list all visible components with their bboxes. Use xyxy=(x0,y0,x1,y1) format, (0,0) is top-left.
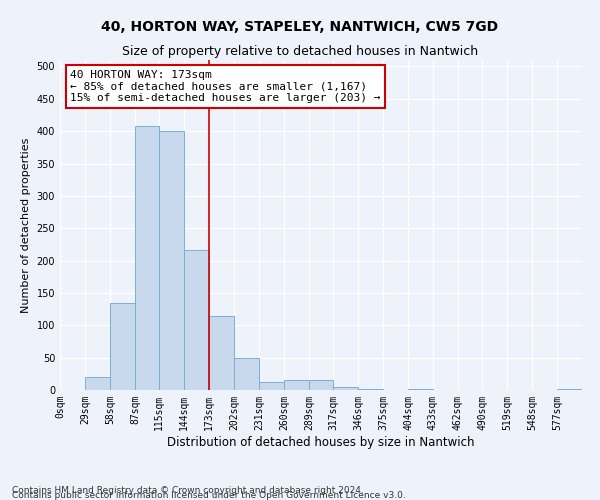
X-axis label: Distribution of detached houses by size in Nantwich: Distribution of detached houses by size … xyxy=(167,436,475,448)
Bar xyxy=(284,380,309,390)
Bar xyxy=(110,302,135,390)
Bar xyxy=(557,388,582,390)
Bar xyxy=(259,382,284,390)
Text: Size of property relative to detached houses in Nantwich: Size of property relative to detached ho… xyxy=(122,45,478,58)
Bar xyxy=(309,380,333,390)
Bar xyxy=(85,377,110,390)
Text: 40, HORTON WAY, STAPELEY, NANTWICH, CW5 7GD: 40, HORTON WAY, STAPELEY, NANTWICH, CW5 … xyxy=(101,20,499,34)
Bar xyxy=(234,358,259,390)
Y-axis label: Number of detached properties: Number of detached properties xyxy=(21,138,31,312)
Bar xyxy=(159,131,184,390)
Bar xyxy=(408,388,433,390)
Bar xyxy=(358,388,383,390)
Bar xyxy=(135,126,159,390)
Text: 40 HORTON WAY: 173sqm
← 85% of detached houses are smaller (1,167)
15% of semi-d: 40 HORTON WAY: 173sqm ← 85% of detached … xyxy=(70,70,381,103)
Text: Contains HM Land Registry data © Crown copyright and database right 2024.: Contains HM Land Registry data © Crown c… xyxy=(12,486,364,495)
Bar xyxy=(184,250,209,390)
Bar xyxy=(209,316,234,390)
Text: Contains public sector information licensed under the Open Government Licence v3: Contains public sector information licen… xyxy=(12,491,406,500)
Bar xyxy=(333,387,358,390)
